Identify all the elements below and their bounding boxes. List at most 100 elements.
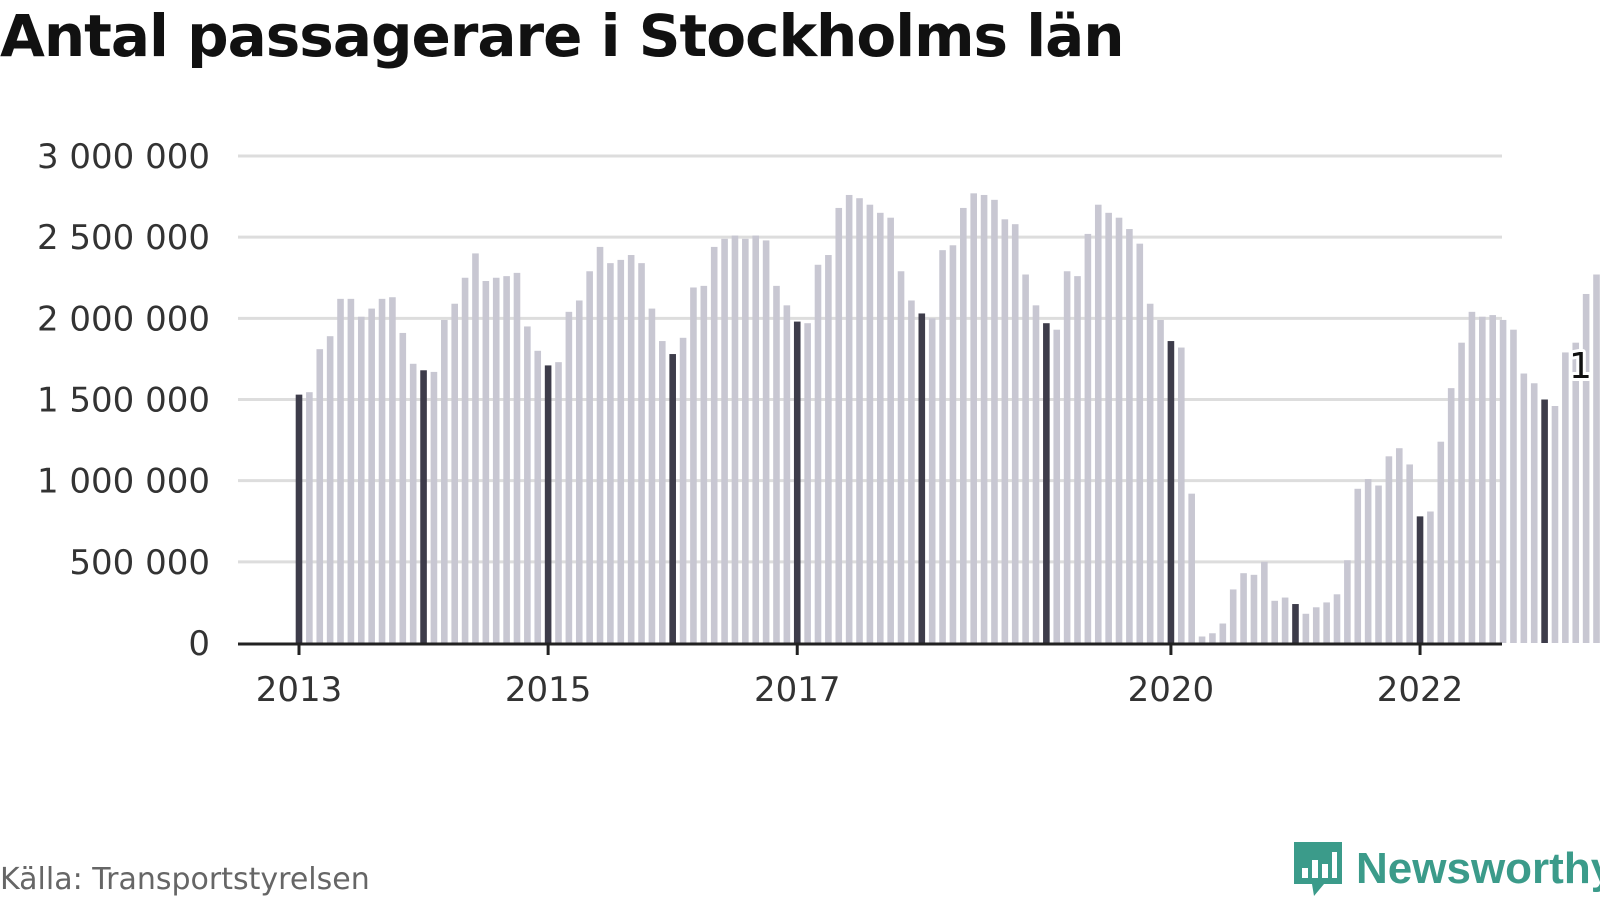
bar xyxy=(887,217,894,644)
bar xyxy=(1593,274,1600,643)
x-tick-label: 2015 xyxy=(505,670,592,710)
x-tick-label: 2017 xyxy=(754,670,841,710)
bar xyxy=(970,193,977,643)
bar xyxy=(1323,602,1330,643)
bar xyxy=(357,316,365,643)
bar xyxy=(1271,600,1279,643)
bar xyxy=(825,255,832,644)
bar xyxy=(472,253,479,643)
bar xyxy=(295,394,303,643)
bar xyxy=(596,246,604,643)
bar xyxy=(814,264,822,643)
bar xyxy=(1312,607,1320,643)
bar xyxy=(1261,561,1268,643)
bar xyxy=(389,297,396,643)
bar xyxy=(1582,293,1590,643)
bar xyxy=(1001,219,1009,643)
bar xyxy=(368,308,375,643)
bar xyxy=(1022,274,1029,643)
bar xyxy=(607,263,614,643)
bar xyxy=(378,298,386,643)
bar xyxy=(1188,493,1195,643)
bar xyxy=(1105,212,1112,644)
bar xyxy=(1094,204,1102,643)
bar xyxy=(316,349,324,643)
newsworthy-logo-icon xyxy=(1294,842,1342,896)
x-tick-label: 2020 xyxy=(1128,670,1215,710)
bar xyxy=(752,235,760,643)
bar xyxy=(1292,604,1299,643)
bar xyxy=(690,287,697,643)
bar xyxy=(524,326,531,643)
bar xyxy=(960,207,967,644)
bar xyxy=(1427,511,1434,643)
bar xyxy=(1209,633,1216,643)
bar xyxy=(1510,329,1517,643)
bar xyxy=(1530,383,1538,643)
bar xyxy=(326,336,334,643)
bar xyxy=(1115,217,1123,644)
x-tick-label: 2013 xyxy=(256,670,343,710)
bar xyxy=(1520,373,1528,643)
bar xyxy=(1333,594,1341,643)
bar xyxy=(586,271,593,643)
bar xyxy=(700,285,708,643)
x-axis-tick-labels: 201320152017202020222024 xyxy=(256,643,1464,710)
bar xyxy=(1447,388,1455,643)
bar xyxy=(575,300,583,643)
bar xyxy=(991,199,998,643)
bar xyxy=(793,321,801,643)
brand-name: Newsworthy xyxy=(1356,844,1600,893)
y-tick-label: 1 500 000 xyxy=(37,381,210,421)
bar xyxy=(420,370,427,643)
bar xyxy=(1178,347,1185,643)
bar xyxy=(1416,516,1424,643)
bar xyxy=(1302,613,1310,643)
bar xyxy=(939,250,946,644)
bar xyxy=(1240,573,1247,643)
y-tick-label: 2 000 000 xyxy=(37,299,210,339)
bar xyxy=(399,332,407,643)
bar xyxy=(492,277,500,643)
x-tick-label: 2022 xyxy=(1377,670,1464,710)
bar xyxy=(1043,323,1050,643)
bar xyxy=(1063,271,1071,643)
bar xyxy=(627,255,635,644)
bar xyxy=(783,305,791,643)
bar xyxy=(1354,488,1362,643)
bar xyxy=(1011,224,1019,643)
bar xyxy=(835,207,843,644)
bar xyxy=(1541,399,1548,643)
brand-logo[interactable]: Newsworthy xyxy=(1292,840,1600,898)
bar xyxy=(762,240,770,643)
bar xyxy=(679,337,687,643)
bar xyxy=(482,280,490,643)
bar xyxy=(908,300,915,643)
bar xyxy=(1074,276,1081,643)
bar xyxy=(897,271,905,643)
bar xyxy=(1167,341,1175,643)
bar xyxy=(1229,589,1237,643)
bar xyxy=(638,263,645,643)
bar xyxy=(337,298,344,643)
bar xyxy=(1198,636,1206,643)
y-tick-label: 3 000 000 xyxy=(37,137,210,177)
bar xyxy=(928,318,936,643)
bar xyxy=(710,246,718,643)
bar xyxy=(1458,342,1465,643)
source-note: Källa: Transportstyrelsen xyxy=(0,862,370,897)
latest-value-annotation: 1 506 598 xyxy=(1566,343,1600,390)
y-axis-tick-labels: 0 500 000 1 000 000 1 500 000 2 000 000 2 500… xyxy=(37,137,210,664)
bar xyxy=(1344,560,1351,643)
y-tick-label: 500 000 xyxy=(69,543,210,583)
bar xyxy=(1281,597,1289,643)
bar xyxy=(1364,479,1372,643)
bar xyxy=(1375,485,1382,643)
bar xyxy=(1551,405,1559,643)
bar xyxy=(1572,342,1580,643)
bar xyxy=(1395,448,1403,643)
bar xyxy=(742,238,749,644)
bar xyxy=(845,194,853,643)
bar xyxy=(731,235,739,643)
